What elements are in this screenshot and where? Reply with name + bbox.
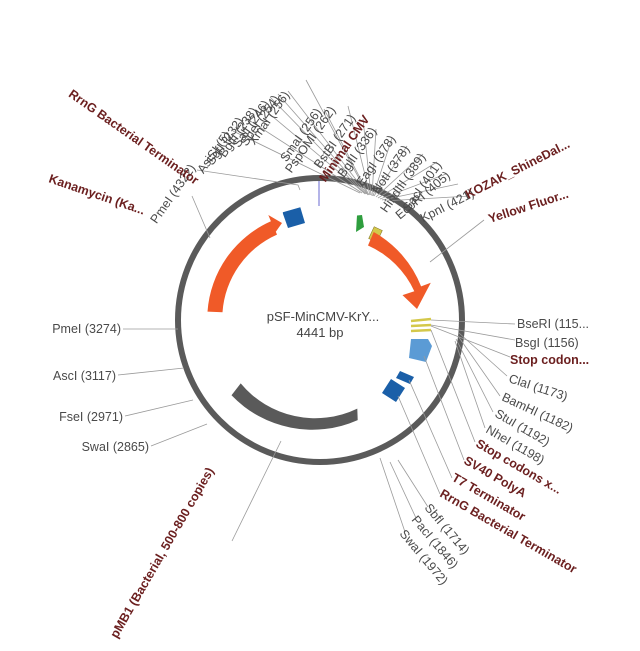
plasmid-name: pSF-MinCMV-KrY...	[267, 309, 379, 324]
site-label[interactable]: FseI (2971)	[59, 410, 123, 424]
site-label[interactable]: AscI (3117)	[53, 369, 116, 383]
bamhi-mark	[410, 328, 432, 333]
top-feature-labels: RrnG Bacterial Terminator Minimal CMV KO…	[47, 87, 572, 226]
stop-codon-feature[interactable]	[410, 317, 432, 323]
rrng-terminator-bottom-feature[interactable]	[382, 379, 405, 402]
yellow-fluor-label[interactable]: Yellow Fluor...	[487, 187, 571, 226]
left-site-labels: PmeI (3274) AscI (3117) FseI (2971) SwaI…	[52, 322, 149, 454]
sv40-polya-feature[interactable]	[409, 339, 432, 362]
stop-codon-label[interactable]: Stop codon...	[510, 353, 589, 367]
rrng-terminator-top-feature[interactable]	[282, 207, 305, 228]
site-label[interactable]: PmeI (3274)	[52, 322, 121, 336]
kanamycin-label[interactable]: Kanamycin (Ka...	[47, 172, 147, 218]
t7-terminator-feature[interactable]	[396, 371, 414, 384]
yellow-fluor-feature[interactable]	[368, 232, 431, 309]
plasmid-backbone	[175, 175, 465, 465]
stop-codon-feature-2[interactable]	[410, 323, 432, 328]
minimal-cmv-feature[interactable]	[356, 215, 364, 232]
site-label[interactable]: SwaI (2865)	[82, 440, 149, 454]
kanamycin-feature[interactable]	[207, 215, 283, 313]
pmb1-origin-feature[interactable]	[231, 383, 358, 430]
leader-lines	[117, 79, 516, 542]
bottom-site-labels: SbfI (1714) PacI (1846) SwaI (1972)	[397, 501, 472, 588]
pmb1-origin-label[interactable]: pMB1 (Bacterial, 500-800 copies)	[107, 465, 216, 640]
top-site-labels: PmeI (4322) AsiSI (5) SgfI (232) BglII (…	[148, 89, 477, 226]
plasmid-size: 4441 bp	[297, 325, 344, 340]
site-label[interactable]: BsgI (1156)	[515, 336, 579, 350]
rrng-terminator-top-label[interactable]: RrnG Bacterial Terminator	[66, 87, 201, 188]
site-label[interactable]: BseRI (115...	[517, 317, 589, 331]
